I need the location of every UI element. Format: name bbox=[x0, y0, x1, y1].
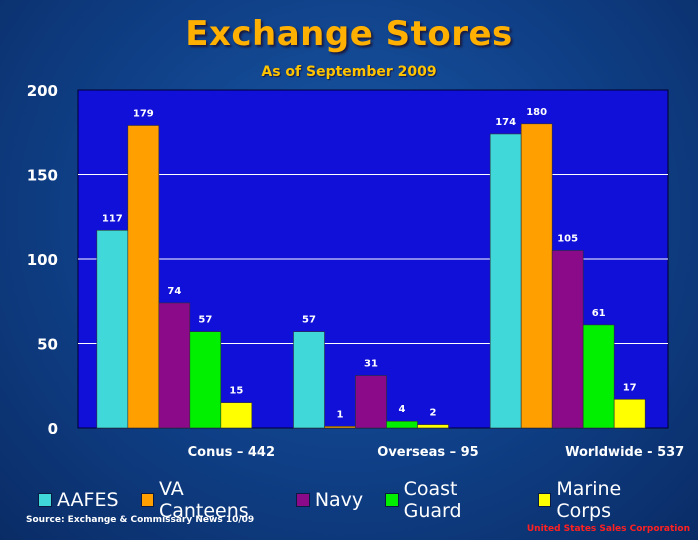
source-note: Source: Exchange & Commissary News 10/09 bbox=[26, 515, 255, 525]
y-tick-label: 50 bbox=[37, 336, 58, 354]
legend-item: Navy bbox=[295, 489, 364, 511]
legend-item: Coast Guard bbox=[385, 478, 516, 522]
legend-item: VA Canteens bbox=[140, 478, 274, 522]
bar-aafes bbox=[489, 133, 522, 429]
legend-item: AAFES bbox=[38, 489, 119, 511]
bar-coast-guard bbox=[582, 324, 615, 429]
y-tick-label: 0 bbox=[48, 420, 58, 438]
legend-swatch bbox=[537, 493, 552, 507]
legend-swatch bbox=[38, 493, 52, 507]
legend-label: Coast Guard bbox=[403, 478, 462, 522]
bar-coast-guard bbox=[386, 420, 418, 429]
data-label: 180 bbox=[526, 107, 547, 118]
x-category-label: Conus – 442 bbox=[188, 445, 275, 460]
data-label: 4 bbox=[399, 404, 406, 415]
data-label: 61 bbox=[592, 308, 606, 319]
legend-swatch bbox=[295, 493, 310, 507]
data-label: 117 bbox=[102, 213, 123, 224]
chart-title: Exchange Stores bbox=[185, 14, 513, 54]
bar-marine-corps bbox=[220, 402, 253, 429]
data-label: 15 bbox=[229, 386, 243, 397]
legend-label: AAFES bbox=[57, 489, 119, 511]
bar-marine-corps bbox=[417, 424, 449, 429]
legend-swatch bbox=[140, 493, 154, 507]
legend: AAFES VA Canteens Navy Coast Guard Marine Co… bbox=[38, 478, 698, 522]
legend-label: VA Canteens bbox=[158, 478, 249, 522]
corporation-credit: United States Sales Corporation bbox=[526, 524, 690, 534]
bar-coast-guard bbox=[189, 331, 222, 429]
data-label: 17 bbox=[623, 382, 637, 393]
data-label: 1 bbox=[337, 409, 344, 420]
data-label: 179 bbox=[133, 108, 154, 119]
legend-label: Marine Corps bbox=[556, 478, 622, 522]
bar-va-canteens bbox=[324, 426, 356, 429]
data-label: 57 bbox=[302, 315, 316, 326]
chart-subtitle: As of September 2009 bbox=[261, 64, 437, 80]
bar-aafes bbox=[293, 331, 325, 429]
data-label: 31 bbox=[364, 359, 378, 370]
bar-va-canteens bbox=[127, 125, 160, 429]
bar-navy bbox=[551, 250, 584, 429]
bar-navy bbox=[355, 375, 387, 429]
y-tick-label: 200 bbox=[27, 82, 58, 100]
x-category-label: Overseas – 95 bbox=[377, 445, 478, 460]
bar-aafes bbox=[96, 229, 129, 429]
bar-marine-corps bbox=[613, 398, 646, 429]
data-label: 174 bbox=[495, 117, 516, 128]
x-category-label: Worldwide - 537 bbox=[565, 445, 684, 460]
y-tick-label: 150 bbox=[27, 167, 58, 185]
legend-item: Marine Corps bbox=[537, 478, 676, 522]
y-tick-label: 100 bbox=[27, 251, 58, 269]
data-label: 57 bbox=[198, 315, 212, 326]
bar-va-canteens bbox=[520, 123, 553, 429]
legend-swatch bbox=[385, 493, 399, 507]
data-label: 2 bbox=[430, 408, 437, 419]
bar-navy bbox=[158, 302, 191, 429]
data-label: 105 bbox=[557, 234, 578, 245]
data-label: 74 bbox=[167, 286, 181, 297]
legend-label: Navy bbox=[314, 489, 364, 511]
